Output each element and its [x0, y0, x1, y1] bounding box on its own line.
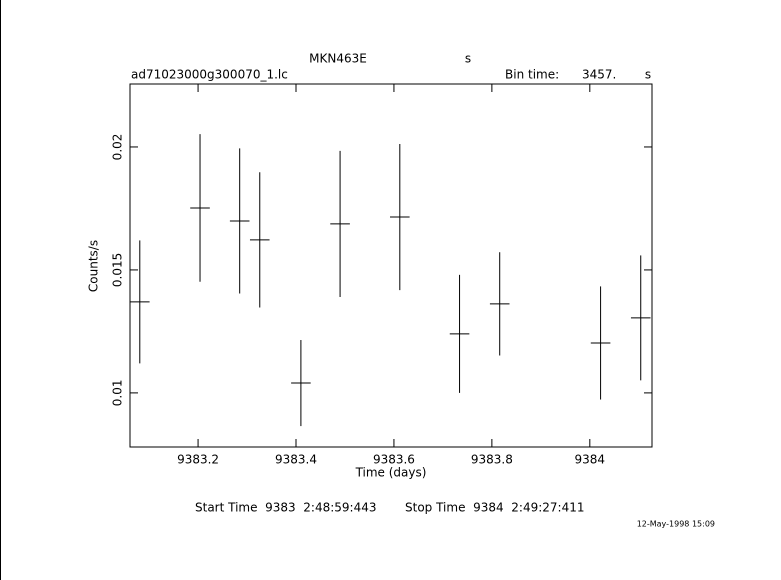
x-tick-label: 9383.2 — [177, 453, 219, 467]
y-tick-label: 0.01 — [111, 380, 125, 407]
x-tick-label: 9384 — [575, 453, 606, 467]
x-tick-label: 9383.6 — [373, 453, 415, 467]
file-name: ad71023000g300070_1.lc — [131, 68, 288, 82]
stop-time: Stop Time 9384 2:49:27:411 — [405, 501, 584, 515]
x-tick-label: 9383.4 — [275, 453, 317, 467]
bin-time: 3457. — [582, 68, 616, 82]
y-tick-label: 0.02 — [111, 134, 125, 161]
y-tick-label: 0.015 — [111, 253, 125, 287]
bin-time-label: Bin time: — [505, 68, 559, 82]
x-tick-label: 9383.8 — [471, 453, 513, 467]
start-time: Start Time 9383 2:48:59:443 — [195, 501, 377, 515]
chart-title: MKN463E — [309, 52, 367, 66]
timestamp: 12-May-1998 15:09 — [637, 520, 715, 529]
bin-time-unit: s — [645, 68, 651, 82]
title-unit: s — [465, 52, 471, 66]
plot-frame — [129, 83, 653, 448]
x-axis-label: Time (days) — [355, 466, 427, 480]
y-axis-label: Counts/s — [87, 240, 101, 292]
